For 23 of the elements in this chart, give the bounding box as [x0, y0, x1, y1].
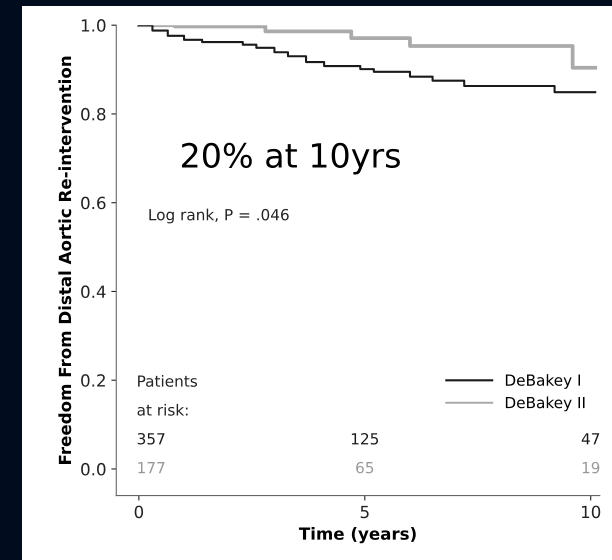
annotation: 19 [582, 462, 600, 474]
annotation: 125 [352, 433, 378, 445]
annotation: 177 [138, 462, 164, 474]
x-tick-label: 0 [134, 506, 144, 518]
annotation: 357 [138, 433, 164, 445]
annotation: Log rank, P = .046 [149, 208, 289, 224]
y-axis-title: Freedom From Distal Aortic Re-intervention [58, 56, 72, 464]
legend-label: DeBakey I [506, 374, 580, 389]
y-tick-label: 1.0 [82, 19, 106, 32]
y-tick-label: 0.8 [81, 108, 106, 121]
annotation: 20% at 10yrs [182, 142, 400, 174]
y-tick-label: 0.6 [81, 196, 106, 210]
annotation: 65 [356, 462, 374, 474]
annotation: at risk: [138, 404, 188, 416]
annotation: Patients [138, 375, 198, 387]
annotation: 47 [582, 433, 600, 444]
x-axis-title: Time (years) [298, 527, 416, 544]
y-tick-label: 0.0 [81, 462, 106, 476]
legend-label: DeBakey II [506, 396, 585, 412]
y-tick-label: 0.2 [81, 374, 105, 387]
x-tick-label: 10 [582, 506, 600, 518]
x-tick-label: 5 [360, 506, 369, 518]
y-tick-label: 0.4 [81, 285, 106, 298]
